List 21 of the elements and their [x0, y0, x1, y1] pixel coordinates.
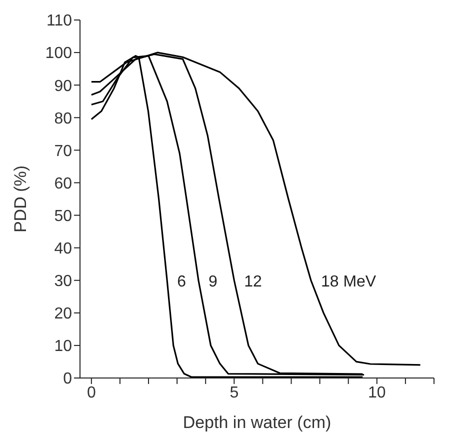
y-tick-label: 0 — [63, 370, 72, 388]
y-axis-title: PDD (%) — [11, 165, 30, 233]
y-tick-label: 70 — [54, 142, 72, 160]
x-tick-label: 5 — [230, 384, 239, 402]
x-tick-label: 10 — [368, 384, 386, 402]
y-tick-label: 10 — [54, 338, 72, 356]
y-tick-label: 40 — [54, 240, 72, 258]
y-tick-label: 50 — [54, 208, 72, 225]
y-tick-label: 20 — [54, 306, 72, 323]
y-tick-label: 30 — [54, 273, 72, 290]
series-label: 12 — [244, 273, 262, 290]
y-tick-label: 100 — [45, 45, 72, 62]
y-tick-label: 80 — [54, 110, 72, 128]
series-label: 6 — [177, 273, 186, 290]
y-tick-label: 60 — [54, 175, 72, 192]
x-axis-title: Depth in water (cm) — [182, 413, 332, 432]
y-tick-label: 90 — [54, 78, 72, 95]
series-label: 9 — [208, 273, 218, 290]
y-tick-label: 110 — [46, 12, 72, 30]
x-tick-label: 0 — [86, 384, 96, 402]
series-label: 18 MeV — [320, 273, 376, 290]
